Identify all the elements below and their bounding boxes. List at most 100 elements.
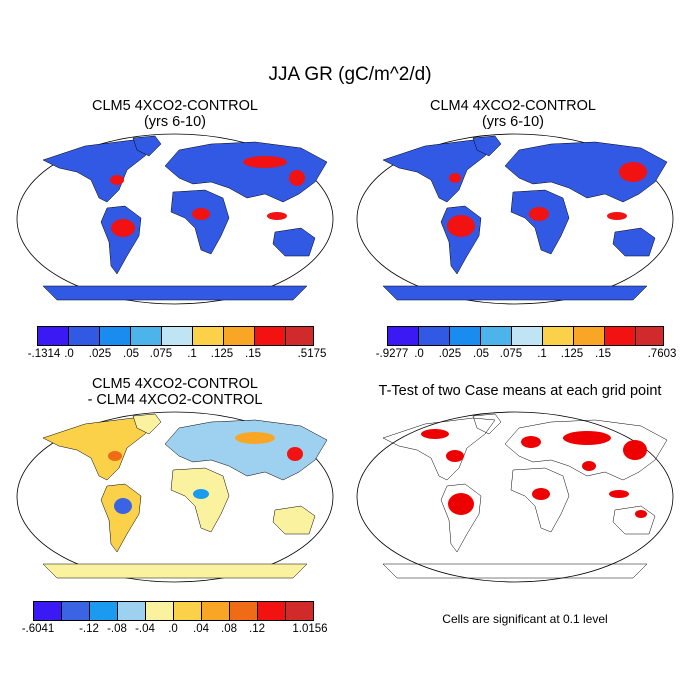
cbar-label: -.04 bbox=[135, 623, 155, 635]
cbar-swatch bbox=[90, 602, 118, 620]
significant-cells bbox=[421, 429, 647, 518]
amazon-hotspot bbox=[447, 215, 475, 237]
canada-significant bbox=[421, 429, 449, 439]
cbar-swatch bbox=[230, 602, 258, 620]
cbar-swatch bbox=[62, 602, 90, 620]
panel3-title: CLM5 4XCO2-CONTROL - CLM4 4XCO2-CONTROL bbox=[5, 376, 345, 408]
panel1-title-line2: (yrs 6-10) bbox=[143, 114, 207, 130]
cbar-label: .1 bbox=[537, 348, 547, 360]
cbar-label: .15 bbox=[595, 348, 611, 360]
panel4-map bbox=[356, 411, 674, 583]
map-frame bbox=[356, 411, 674, 583]
cbar-swatch bbox=[162, 327, 193, 345]
panel3-title-line2: - CLM4 4XCO2-CONTROL bbox=[87, 392, 263, 408]
cbar-swatch bbox=[286, 602, 314, 620]
significance-note: Cells are significant at 0.1 level bbox=[442, 612, 608, 626]
antarctica bbox=[382, 563, 648, 579]
siberia-hotspot bbox=[243, 156, 287, 168]
greenland bbox=[472, 135, 502, 157]
north-america bbox=[382, 417, 496, 481]
cbar-label: .1 bbox=[187, 348, 197, 360]
antarctica bbox=[42, 285, 308, 301]
cbar-swatch bbox=[193, 327, 224, 345]
cbar-label: .125 bbox=[210, 348, 234, 360]
greenland bbox=[472, 413, 502, 435]
congo-hotspot bbox=[529, 207, 549, 221]
hotspots bbox=[447, 162, 647, 237]
cbar-label: -.9277 bbox=[375, 348, 409, 360]
cbar-swatch bbox=[419, 327, 450, 345]
panel2-title: CLM4 4XCO2-CONTROL (yrs 6-10) bbox=[343, 98, 683, 130]
east-us-anomaly bbox=[108, 451, 122, 461]
indonesia-hotspot bbox=[267, 212, 287, 220]
cbar-label: .125 bbox=[560, 348, 584, 360]
australia bbox=[612, 227, 656, 257]
siberia-significant bbox=[563, 431, 611, 445]
cbar-label: -.1314 bbox=[27, 348, 61, 360]
cbar-label: .075 bbox=[499, 348, 523, 360]
cbar-swatch bbox=[202, 602, 230, 620]
africa bbox=[170, 467, 230, 533]
panel1-colorbar bbox=[37, 326, 314, 346]
australia-significant bbox=[635, 510, 647, 518]
cbar-swatch bbox=[118, 602, 146, 620]
east-asia-hotspot bbox=[289, 170, 305, 186]
cbar-swatch bbox=[574, 327, 605, 345]
panel4-title-line1: T-Test of two Case means at each grid po… bbox=[378, 383, 662, 399]
indonesia-significant bbox=[609, 490, 629, 498]
europe-significant bbox=[521, 436, 541, 448]
cbar-label: .0 bbox=[168, 623, 178, 635]
cbar-swatch bbox=[255, 327, 286, 345]
amazon-hotspot bbox=[111, 219, 135, 237]
greenland bbox=[132, 135, 162, 157]
cbar-swatch bbox=[146, 602, 174, 620]
congo-hotspot bbox=[192, 208, 210, 220]
europe-asia bbox=[504, 419, 668, 481]
hotspots bbox=[108, 432, 303, 514]
cbar-label: .0 bbox=[64, 348, 74, 360]
cbar-swatch bbox=[543, 327, 574, 345]
cbar-label: -.08 bbox=[107, 623, 127, 635]
cbar-label: .08 bbox=[221, 623, 237, 635]
australia bbox=[272, 505, 316, 535]
india-significant bbox=[582, 461, 596, 471]
panel3-map bbox=[16, 411, 334, 583]
east-asia-significant bbox=[623, 440, 647, 460]
south-america bbox=[100, 483, 142, 553]
north-america bbox=[42, 417, 156, 481]
cbar-label: -.12 bbox=[79, 623, 99, 635]
hotspots bbox=[110, 156, 305, 237]
panel1-map bbox=[16, 133, 334, 305]
east-us-hotspot bbox=[449, 173, 461, 183]
cbar-label: .075 bbox=[149, 348, 173, 360]
amazon-significant bbox=[448, 493, 474, 515]
cbar-swatch bbox=[450, 327, 481, 345]
cbar-label: .05 bbox=[473, 348, 489, 360]
panel2-map bbox=[356, 133, 674, 305]
east-asia-hotspot bbox=[619, 162, 647, 182]
panel2-title-line1: CLM4 4XCO2-CONTROL bbox=[430, 98, 596, 114]
cbar-swatch bbox=[636, 327, 664, 345]
cbar-swatch bbox=[131, 327, 162, 345]
cbar-swatch bbox=[258, 602, 286, 620]
cbar-swatch bbox=[174, 602, 202, 620]
cbar-swatch bbox=[100, 327, 131, 345]
indonesia-hotspot bbox=[607, 212, 627, 220]
cbar-label: .0 bbox=[414, 348, 424, 360]
africa-significant bbox=[532, 488, 550, 500]
cbar-swatch bbox=[512, 327, 543, 345]
north-america bbox=[42, 139, 156, 203]
cbar-swatch bbox=[34, 602, 62, 620]
cbar-swatch bbox=[69, 327, 100, 345]
amazon-anomaly bbox=[114, 498, 132, 514]
cbar-label: -.6041 bbox=[21, 623, 55, 635]
panel1-title: CLM5 4XCO2-CONTROL (yrs 6-10) bbox=[5, 98, 345, 130]
panel1-title-line1: CLM5 4XCO2-CONTROL bbox=[92, 98, 258, 114]
australia bbox=[272, 227, 316, 257]
siberia-anomaly bbox=[235, 432, 275, 444]
europe-asia bbox=[164, 419, 328, 481]
antarctica bbox=[382, 285, 648, 301]
europe-asia bbox=[164, 141, 328, 203]
continents bbox=[42, 135, 328, 301]
cbar-swatch bbox=[224, 327, 255, 345]
